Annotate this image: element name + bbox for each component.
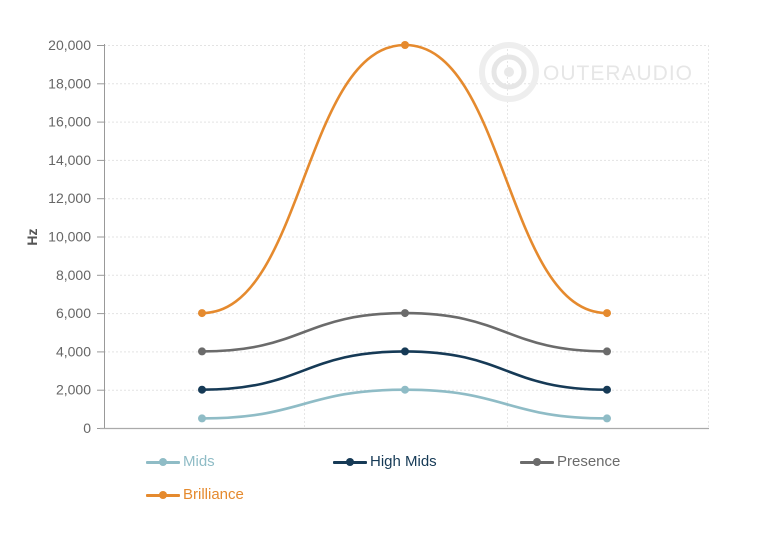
legend-item-high-mids[interactable]: High Mids bbox=[333, 453, 437, 470]
y-tick-label: 18,000 bbox=[48, 75, 91, 91]
series-high-mids bbox=[198, 347, 611, 394]
y-axis: 0 2,000 4,000 6,000 8,000 10,000 12,000 14,000 1… bbox=[48, 37, 104, 436]
line-marker-icon bbox=[146, 489, 180, 501]
outeraudio-logo-icon bbox=[491, 54, 527, 90]
y-tick-label: 8,000 bbox=[56, 267, 91, 283]
data-point[interactable] bbox=[198, 309, 206, 318]
watermark-text: OUTERAUDIO bbox=[543, 62, 693, 85]
data-point[interactable] bbox=[401, 347, 409, 356]
legend-item-mids[interactable]: Mids bbox=[146, 453, 215, 470]
legend-label: High Mids bbox=[370, 453, 437, 470]
data-point[interactable] bbox=[603, 309, 611, 318]
y-tick-label: 14,000 bbox=[48, 152, 91, 168]
y-tick-label: 10,000 bbox=[48, 229, 91, 245]
data-point[interactable] bbox=[198, 385, 206, 394]
data-point[interactable] bbox=[198, 414, 206, 423]
data-point[interactable] bbox=[603, 414, 611, 423]
legend-item-brilliance[interactable]: Brilliance bbox=[146, 486, 244, 503]
y-tick-label: 16,000 bbox=[48, 114, 91, 130]
series-presence bbox=[198, 309, 611, 356]
y-tick-label: 12,000 bbox=[48, 190, 91, 206]
grid-lines bbox=[104, 45, 709, 428]
y-axis-title: Hz bbox=[24, 228, 40, 245]
legend-label: Mids bbox=[183, 453, 215, 470]
series-lines bbox=[198, 41, 611, 423]
y-tick-label: 6,000 bbox=[56, 305, 91, 321]
data-point[interactable] bbox=[603, 347, 611, 356]
line-marker-icon bbox=[146, 456, 180, 468]
y-tick-label: 2,000 bbox=[56, 382, 91, 398]
series-brilliance bbox=[198, 41, 611, 318]
y-tick-label: 20,000 bbox=[48, 37, 91, 53]
legend-label: Presence bbox=[557, 453, 621, 470]
line-marker-icon bbox=[520, 456, 554, 468]
legend-label: Brilliance bbox=[183, 486, 244, 503]
y-tick-label: 0 bbox=[83, 420, 91, 436]
data-point[interactable] bbox=[401, 385, 409, 394]
data-point[interactable] bbox=[603, 385, 611, 394]
data-point[interactable] bbox=[401, 41, 409, 49]
data-point[interactable] bbox=[401, 309, 409, 318]
y-tick-label: 4,000 bbox=[56, 343, 91, 359]
line-marker-icon bbox=[333, 456, 367, 468]
series-mids bbox=[198, 385, 611, 423]
legend-item-presence[interactable]: Presence bbox=[520, 453, 620, 470]
data-point[interactable] bbox=[198, 347, 206, 356]
watermark: OUTERAUDIO bbox=[479, 42, 693, 102]
